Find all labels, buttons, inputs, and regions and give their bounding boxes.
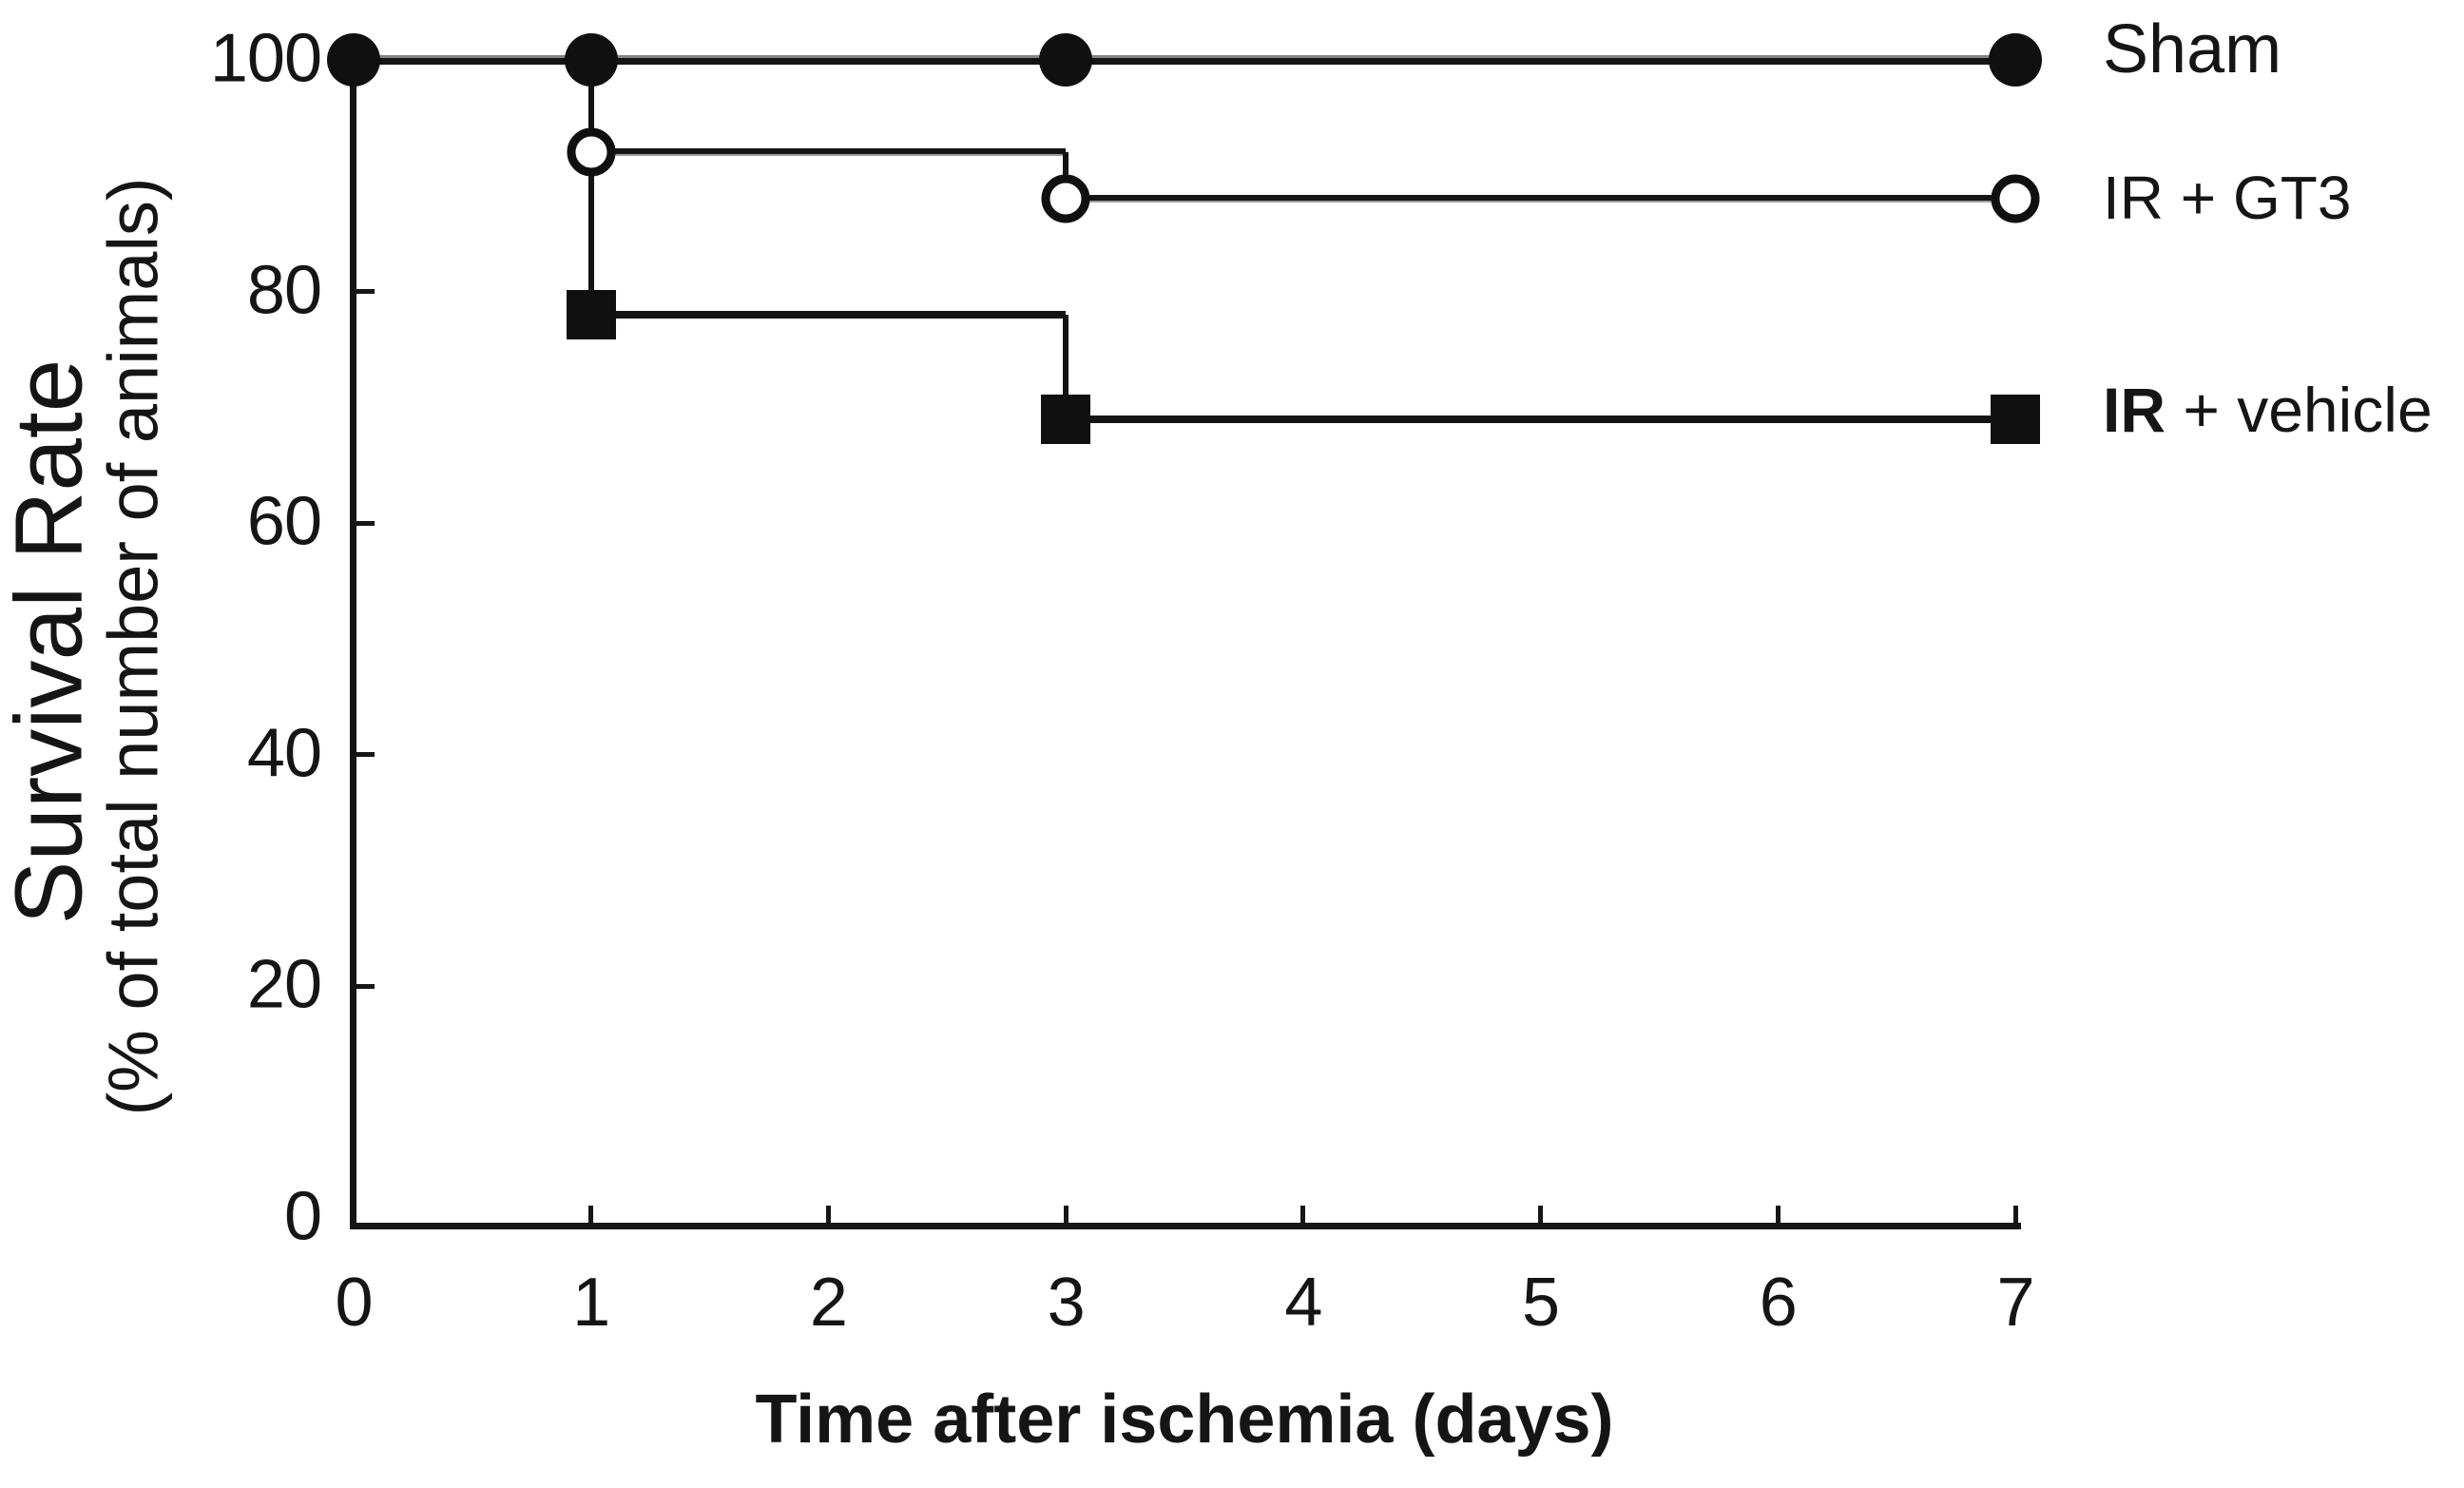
filled-circle-marker-day1	[564, 33, 618, 87]
legend-item-sham: Sham	[2103, 10, 2281, 88]
open-circle-marker-day7	[1991, 174, 2040, 223]
filled-square-marker-day1	[566, 289, 616, 339]
series-0-line-segment	[354, 55, 2015, 65]
y-tick-label-60: 60	[246, 483, 322, 560]
series-2-drop-segment	[1063, 314, 1069, 419]
series-1-line-segment	[590, 148, 1067, 157]
open-circle-marker-day1	[567, 127, 616, 177]
x-tick-3	[1063, 1206, 1068, 1224]
y-tick-80	[356, 289, 375, 295]
filled-square-marker-day3	[1041, 394, 1091, 444]
x-axis-line	[350, 1223, 2021, 1229]
legend-label-ir-vehicle-bold: IR	[2103, 375, 2166, 445]
y-tick-label-40: 40	[246, 715, 322, 792]
y-tick-40	[356, 752, 375, 758]
filled-square-marker-day7	[1991, 394, 2040, 444]
filled-circle-marker-day7	[1989, 33, 2042, 87]
legend-label-ir-gt3: IR + GT3	[2103, 164, 2352, 232]
series-2-drop-segment	[587, 60, 594, 315]
x-tick-6	[1775, 1206, 1781, 1224]
x-tick-label-7: 7	[1996, 1265, 2034, 1341]
x-tick-label-0: 0	[335, 1265, 373, 1341]
filled-circle-marker-day3	[1039, 33, 1093, 87]
y-tick-label-0: 0	[283, 1178, 322, 1255]
x-tick-label-6: 6	[1759, 1265, 1798, 1341]
y-axis-title: Survival Rate	[0, 358, 103, 925]
x-tick-1	[588, 1206, 594, 1224]
x-tick-label-2: 2	[809, 1265, 848, 1341]
y-tick-label-80: 80	[246, 252, 322, 329]
x-tick-4	[1300, 1206, 1306, 1224]
legend-item-ir-gt3: IR + GT3	[2103, 163, 2351, 233]
open-circle-marker-day3	[1041, 174, 1090, 223]
x-axis-title: Time after ischemia (days)	[755, 1382, 1614, 1458]
legend-label-ir-vehicle: + vehicle	[2166, 375, 2433, 445]
y-tick-label-20: 20	[246, 946, 322, 1023]
y-tick-60	[356, 520, 375, 526]
series-1-line-segment	[1066, 195, 2015, 203]
y-tick-20	[356, 983, 375, 989]
x-tick-7	[2012, 1206, 2018, 1224]
legend-item-ir-vehicle: IR + vehicle	[2103, 374, 2433, 446]
legend-label-sham: Sham	[2103, 11, 2282, 87]
filled-circle-marker-day0	[327, 33, 380, 87]
x-tick-label-3: 3	[1047, 1265, 1086, 1341]
x-tick-label-5: 5	[1522, 1265, 1560, 1341]
x-tick-label-4: 4	[1284, 1265, 1322, 1341]
series-2-line-segment	[1066, 415, 2015, 423]
x-tick-label-1: 1	[572, 1265, 610, 1341]
x-tick-2	[825, 1206, 831, 1224]
series-2-line-segment	[590, 310, 1067, 319]
x-tick-5	[1538, 1206, 1544, 1224]
y-axis-line	[350, 57, 356, 1228]
y-tick-label-100: 100	[209, 20, 322, 97]
